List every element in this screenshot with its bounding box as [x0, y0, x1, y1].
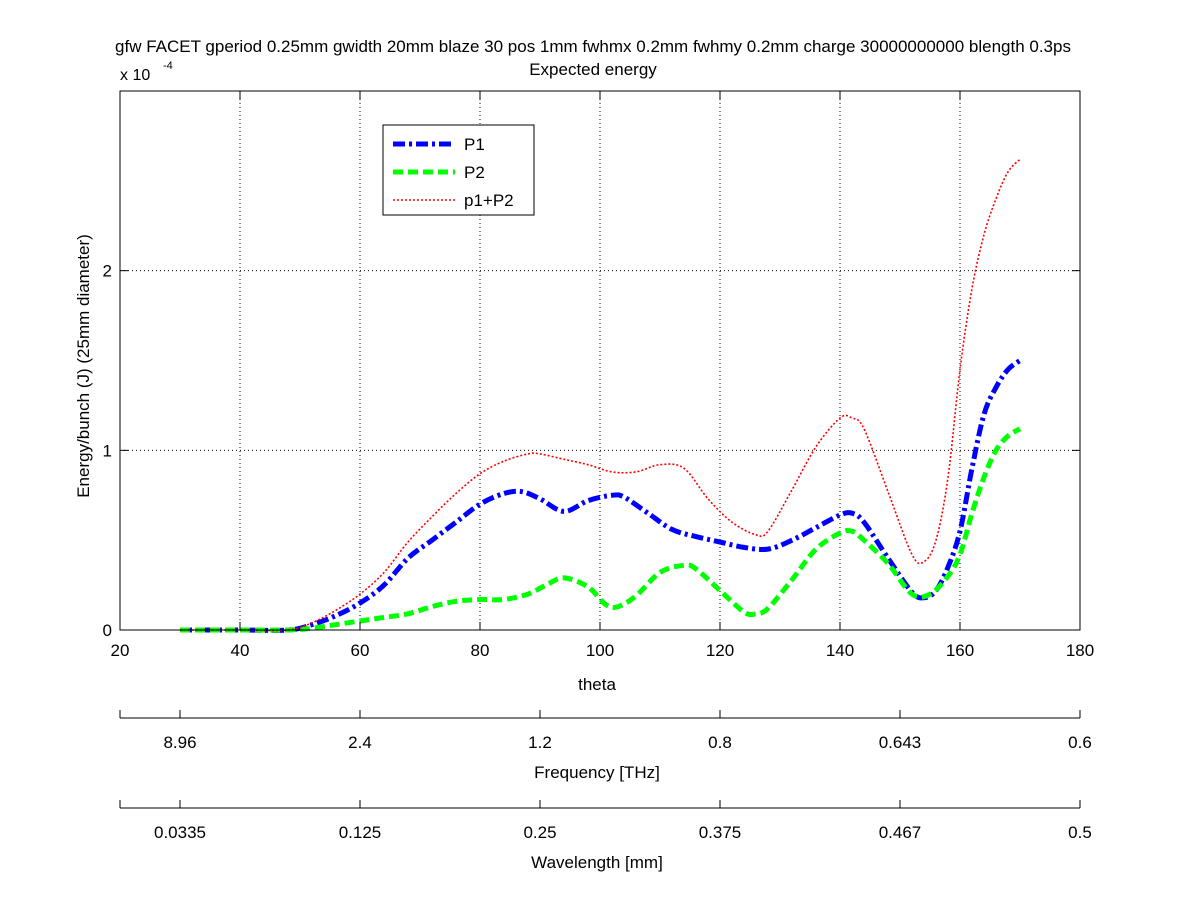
y-tick-label: 2 — [103, 262, 112, 281]
secondary-tick-label: 0.5 — [1068, 823, 1092, 842]
legend-label: p1+P2 — [464, 191, 514, 210]
grid-lines — [120, 91, 1080, 630]
chart-subtitle: Expected energy — [529, 60, 657, 79]
legend-label: P1 — [464, 135, 485, 154]
secondary-axis-label: Wavelength [mm] — [531, 853, 663, 872]
secondary-axes: 8.96 2.4 1.2 0.8 0.643 0.6 Frequency [THz] 0.03… — [119, 710, 1092, 872]
y-tick-label: 1 — [103, 441, 112, 460]
x-tick-label: 20 — [111, 641, 130, 660]
axis-ticks: 20 40 60 80 100 120 140 160 180 0 1 2 — [103, 91, 1094, 660]
x-tick-label: 40 — [231, 641, 250, 660]
x-tick-label: 80 — [471, 641, 490, 660]
x-tick-label: 120 — [706, 641, 734, 660]
series-line-p1 — [180, 358, 1022, 633]
secondary-tick-label: 0.467 — [879, 823, 922, 842]
secondary-tick-label: 8.96 — [163, 733, 196, 752]
secondary-tick-label: 0.6 — [1068, 733, 1092, 752]
secondary-tick-label: 0.643 — [879, 733, 922, 752]
legend: P1 P2 p1+P2 — [382, 124, 535, 216]
series-layer — [180, 158, 1022, 633]
x-axis-label: theta — [578, 675, 616, 694]
chart-title: gfw FACET gperiod 0.25mm gwidth 20mm bla… — [115, 37, 1071, 56]
secondary-tick-label: 0.25 — [523, 823, 556, 842]
legend-label: P2 — [464, 163, 485, 182]
secondary-tick-label: 0.375 — [699, 823, 742, 842]
series-line-p2 — [180, 426, 1022, 633]
x-tick-label: 160 — [946, 641, 974, 660]
y-tick-label: 0 — [103, 621, 112, 640]
y-axis-label: Energy/bunch (J) (25mm diameter) — [74, 234, 93, 498]
x-tick-label: 60 — [351, 641, 370, 660]
secondary-tick-label: 0.125 — [339, 823, 382, 842]
secondary-tick-label: 1.2 — [528, 733, 552, 752]
secondary-tick-label: 0.0335 — [154, 823, 206, 842]
x-tick-label: 100 — [586, 641, 614, 660]
secondary-axis-label: Frequency [THz] — [534, 763, 660, 782]
y-multiplier-base: x 10 — [120, 67, 150, 84]
secondary-tick-label: 2.4 — [348, 733, 372, 752]
x-tick-label: 180 — [1066, 641, 1094, 660]
secondary-tick-label: 0.8 — [708, 733, 732, 752]
y-multiplier-exponent: -4 — [163, 60, 173, 72]
x-tick-label: 140 — [826, 641, 854, 660]
series-line-p1-p2 — [180, 158, 1021, 632]
